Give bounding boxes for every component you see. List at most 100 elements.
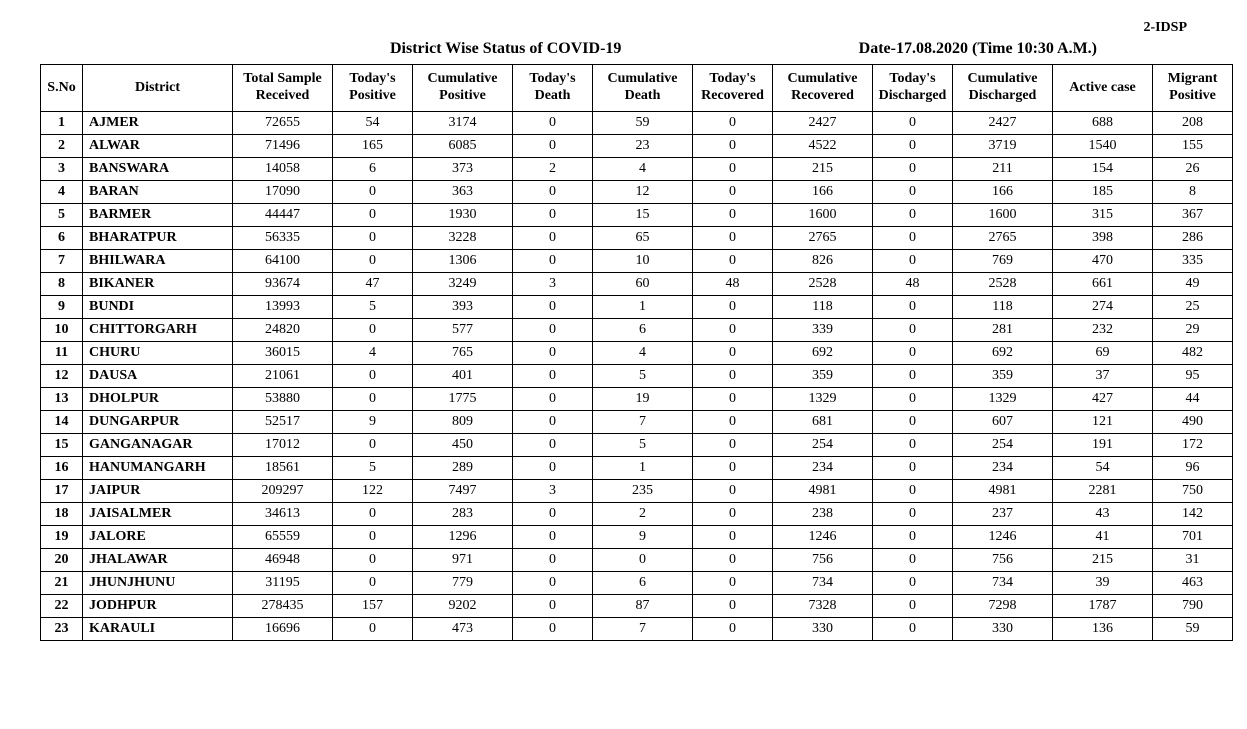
cell-district: CHURU (83, 342, 233, 365)
cell-value: 56335 (233, 227, 333, 250)
cell-value: 0 (513, 526, 593, 549)
cell-value: 0 (873, 434, 953, 457)
cell-value: 2 (593, 503, 693, 526)
cell-value: 71496 (233, 135, 333, 158)
cell-value: 9 (593, 526, 693, 549)
cell-sno: 12 (41, 365, 83, 388)
cell-value: 0 (693, 250, 773, 273)
cell-district: BHARATPUR (83, 227, 233, 250)
col-total-sample: Total Sample Received (233, 65, 333, 112)
cell-value: 118 (953, 296, 1053, 319)
cell-value: 0 (873, 181, 953, 204)
cell-value: 26 (1153, 158, 1233, 181)
cell-value: 7328 (773, 595, 873, 618)
cell-value: 2427 (953, 112, 1053, 135)
cell-value: 765 (413, 342, 513, 365)
cell-value: 330 (953, 618, 1053, 641)
cell-value: 0 (693, 434, 773, 457)
cell-value: 4 (593, 342, 693, 365)
cell-value: 734 (953, 572, 1053, 595)
cell-value: 0 (333, 618, 413, 641)
cell-sno: 20 (41, 549, 83, 572)
cell-sno: 22 (41, 595, 83, 618)
cell-value: 756 (953, 549, 1053, 572)
cell-value: 0 (693, 135, 773, 158)
cell-value: 18561 (233, 457, 333, 480)
cell-value: 96 (1153, 457, 1233, 480)
cell-sno: 7 (41, 250, 83, 273)
cell-district: CHITTORGARH (83, 319, 233, 342)
cell-value: 0 (693, 342, 773, 365)
cell-value: 0 (333, 365, 413, 388)
cell-value: 154 (1053, 158, 1153, 181)
cell-value: 31195 (233, 572, 333, 595)
cell-value: 34613 (233, 503, 333, 526)
cell-value: 7298 (953, 595, 1053, 618)
cell-value: 0 (513, 457, 593, 480)
cell-value: 0 (873, 480, 953, 503)
cell-value: 1246 (953, 526, 1053, 549)
cell-value: 0 (693, 457, 773, 480)
cell-value: 7 (593, 411, 693, 434)
cell-value: 0 (873, 595, 953, 618)
cell-value: 0 (693, 595, 773, 618)
cell-value: 289 (413, 457, 513, 480)
cell-value: 0 (873, 135, 953, 158)
cell-value: 5 (593, 365, 693, 388)
cell-value: 0 (513, 503, 593, 526)
col-cum-recovered: Cumulative Recovered (773, 65, 873, 112)
cell-value: 54 (333, 112, 413, 135)
table-row: 9BUNDI139935393010118011827425 (41, 296, 1233, 319)
cell-value: 10 (593, 250, 693, 273)
report-page: 2-IDSP District Wise Status of COVID-19 … (0, 0, 1247, 661)
cell-value: 0 (513, 181, 593, 204)
cell-district: BUNDI (83, 296, 233, 319)
cell-value: 155 (1153, 135, 1233, 158)
cell-value: 166 (773, 181, 873, 204)
cell-value: 0 (513, 296, 593, 319)
cell-value: 60 (593, 273, 693, 296)
cell-value: 0 (873, 549, 953, 572)
table-row: 3BANSWARA140586373240215021115426 (41, 158, 1233, 181)
cell-value: 37 (1053, 365, 1153, 388)
cell-district: JALORE (83, 526, 233, 549)
cell-value: 1775 (413, 388, 513, 411)
cell-value: 401 (413, 365, 513, 388)
table-row: 6BHARATPUR56335032280650276502765398286 (41, 227, 1233, 250)
cell-value: 1296 (413, 526, 513, 549)
report-date: Date-17.08.2020 (Time 10:30 A.M.) (859, 40, 1097, 58)
cell-value: 0 (873, 572, 953, 595)
cell-value: 779 (413, 572, 513, 595)
cell-value: 2765 (953, 227, 1053, 250)
cell-value: 7 (593, 618, 693, 641)
cell-district: BANSWARA (83, 158, 233, 181)
cell-value: 5 (333, 296, 413, 319)
cell-value: 0 (593, 549, 693, 572)
cell-value: 93674 (233, 273, 333, 296)
cell-value: 4 (593, 158, 693, 181)
cell-value: 166 (953, 181, 1053, 204)
cell-value: 5 (593, 434, 693, 457)
cell-value: 0 (513, 250, 593, 273)
cell-district: JODHPUR (83, 595, 233, 618)
report-title: District Wise Status of COVID-19 (390, 40, 621, 58)
cell-value: 47 (333, 273, 413, 296)
table-row: 1AJMER726555431740590242702427688208 (41, 112, 1233, 135)
cell-value: 363 (413, 181, 513, 204)
cell-value: 607 (953, 411, 1053, 434)
cell-value: 0 (513, 342, 593, 365)
cell-sno: 4 (41, 181, 83, 204)
cell-value: 12 (593, 181, 693, 204)
cell-value: 1540 (1053, 135, 1153, 158)
table-row: 21JHUNJHUNU311950779060734073439463 (41, 572, 1233, 595)
cell-district: JAISALMER (83, 503, 233, 526)
cell-value: 3228 (413, 227, 513, 250)
cell-district: BIKANER (83, 273, 233, 296)
cell-value: 29 (1153, 319, 1233, 342)
cell-value: 470 (1053, 250, 1153, 273)
cell-value: 0 (693, 388, 773, 411)
table-row: 8BIKANER9367447324936048252848252866149 (41, 273, 1233, 296)
cell-value: 756 (773, 549, 873, 572)
cell-value: 0 (513, 549, 593, 572)
table-body: 1AJMER7265554317405902427024276882082ALW… (41, 112, 1233, 641)
